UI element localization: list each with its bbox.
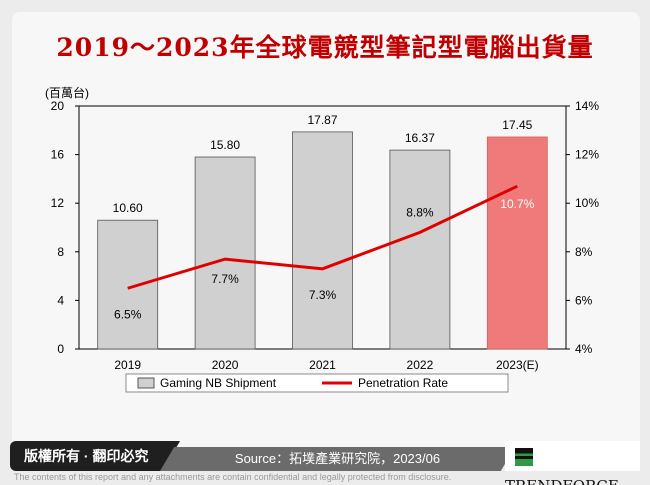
y2-tick-label: 8%: [575, 245, 593, 259]
y2-tick-label: 10%: [575, 196, 599, 210]
legend-line-label: Penetration Rate: [358, 376, 448, 390]
x-tick-label: 2021: [309, 358, 336, 372]
y-axis-label: (百萬台): [45, 85, 89, 100]
legend: [125, 373, 509, 393]
bar: [292, 131, 353, 350]
chart: (百萬台) 0 4 8 12 16 20 4% 6% 8% 10% 12% 14% 10.60 2019 15…: [45, 85, 599, 393]
y2-tick-label: 14%: [575, 99, 599, 113]
bar: [389, 149, 451, 350]
bar-value-label: 17.45: [502, 118, 532, 132]
bar-value-label: 16.37: [405, 131, 435, 145]
y2-tick-label: 4%: [575, 342, 593, 356]
x-tick-label: 2020: [212, 358, 239, 372]
y-tick-label: 20: [51, 99, 65, 113]
y-tick-label: 12: [51, 196, 65, 210]
bar-value-label: 17.87: [307, 113, 337, 127]
x-tick-label: 2022: [407, 358, 434, 372]
brand-name: TRENDFORCE: [505, 477, 619, 485]
y-tick-label: 16: [51, 148, 65, 162]
copyright-label: 版權所有 · 翻印必究: [10, 441, 180, 471]
line-value-label: 8.8%: [406, 205, 434, 219]
y2-tick-label: 12%: [575, 148, 599, 162]
disclaimer: The contents of this report and any atta…: [14, 472, 452, 482]
line-value-label: 7.7%: [211, 272, 239, 286]
y-tick-label: 0: [57, 342, 64, 356]
legend-bar-swatch: [137, 377, 155, 389]
bar-value-label: 15.80: [210, 138, 240, 152]
y-tick-label: 8: [57, 245, 64, 259]
bar: [97, 219, 159, 350]
legend-bar-label: Gaming NB Shipment: [160, 376, 277, 390]
bar-value-label: 10.60: [113, 201, 143, 215]
bar: [194, 156, 256, 350]
penetration-line: [127, 184, 518, 290]
line-value-label: 6.5%: [114, 307, 142, 321]
line-value-label: 7.3%: [309, 288, 337, 302]
x-tick-label: 2023(E): [496, 358, 539, 372]
x-tick-label: 2019: [114, 358, 141, 372]
source-label: Source：拓墣產業研究院，2023/06: [160, 447, 515, 471]
bar: [486, 136, 548, 350]
trendforce-logo-icon: [515, 448, 533, 466]
y-tick-label: 4: [57, 293, 64, 307]
brand-logo: TRENDFORCE: [505, 441, 640, 485]
page-title: 2019～2023年全球電競型筆記型電腦出貨量: [56, 33, 594, 62]
line-value-label: 10.7%: [500, 197, 534, 211]
y2-tick-label: 6%: [575, 293, 593, 307]
